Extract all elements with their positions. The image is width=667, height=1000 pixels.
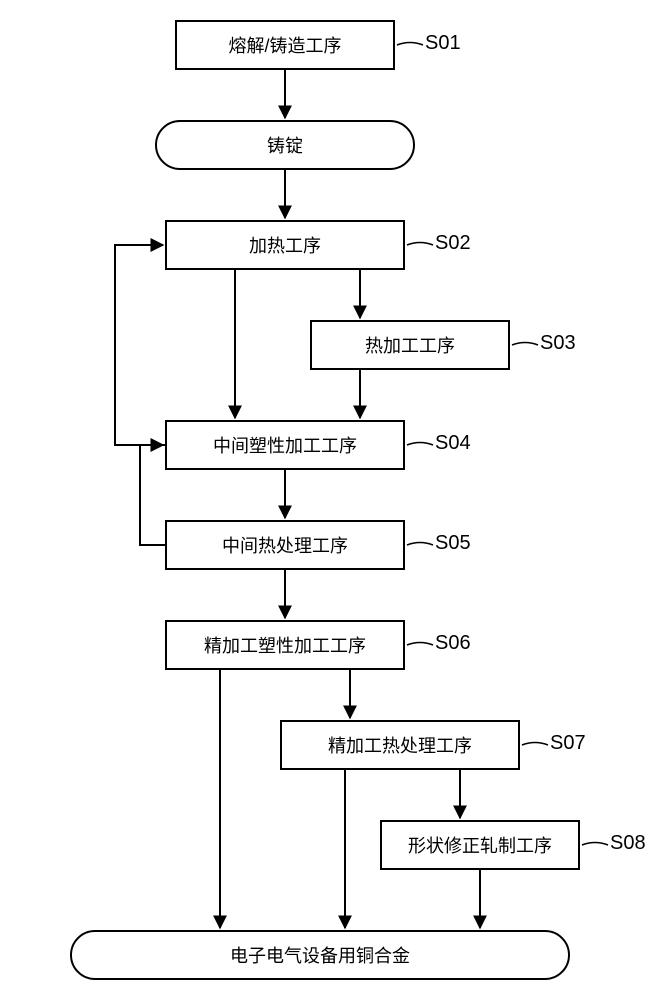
step-s01-label: 熔解/铸造工序	[228, 32, 341, 58]
ingot-label: 铸锭	[267, 132, 303, 158]
step-s03-label: 热加工工序	[365, 332, 455, 358]
step-s08-code: S08	[610, 832, 646, 855]
step-s03-code: S03	[540, 332, 576, 355]
step-s04-label: 中间塑性加工工序	[213, 432, 357, 458]
flowchart-container: 熔解/铸造工序 S01 铸锭 加热工序 S02 热加工工序 S03 中间塑性加工…	[0, 0, 667, 1000]
output-label: 电子电气设备用铜合金	[230, 942, 410, 968]
output-box: 电子电气设备用铜合金	[70, 930, 570, 980]
step-s05-label: 中间热处理工序	[222, 532, 348, 558]
step-s06-code: S06	[435, 632, 471, 655]
step-s06-label: 精加工塑性加工工序	[204, 632, 366, 658]
step-s07-code: S07	[550, 732, 586, 755]
step-s08-label: 形状修正轧制工序	[408, 832, 552, 858]
step-s01-box: 熔解/铸造工序	[175, 20, 395, 70]
step-s02-box: 加热工序	[165, 220, 405, 270]
step-s02-label: 加热工序	[249, 232, 321, 258]
step-s04-code: S04	[435, 432, 471, 455]
step-s03-box: 热加工工序	[310, 320, 510, 370]
ingot-box: 铸锭	[155, 120, 415, 170]
step-s07-box: 精加工热处理工序	[280, 720, 520, 770]
step-s05-code: S05	[435, 532, 471, 555]
step-s01-code: S01	[425, 32, 461, 55]
step-s08-box: 形状修正轧制工序	[380, 820, 580, 870]
step-s04-box: 中间塑性加工工序	[165, 420, 405, 470]
step-s05-box: 中间热处理工序	[165, 520, 405, 570]
step-s02-code: S02	[435, 232, 471, 255]
step-s07-label: 精加工热处理工序	[328, 732, 472, 758]
step-s06-box: 精加工塑性加工工序	[165, 620, 405, 670]
